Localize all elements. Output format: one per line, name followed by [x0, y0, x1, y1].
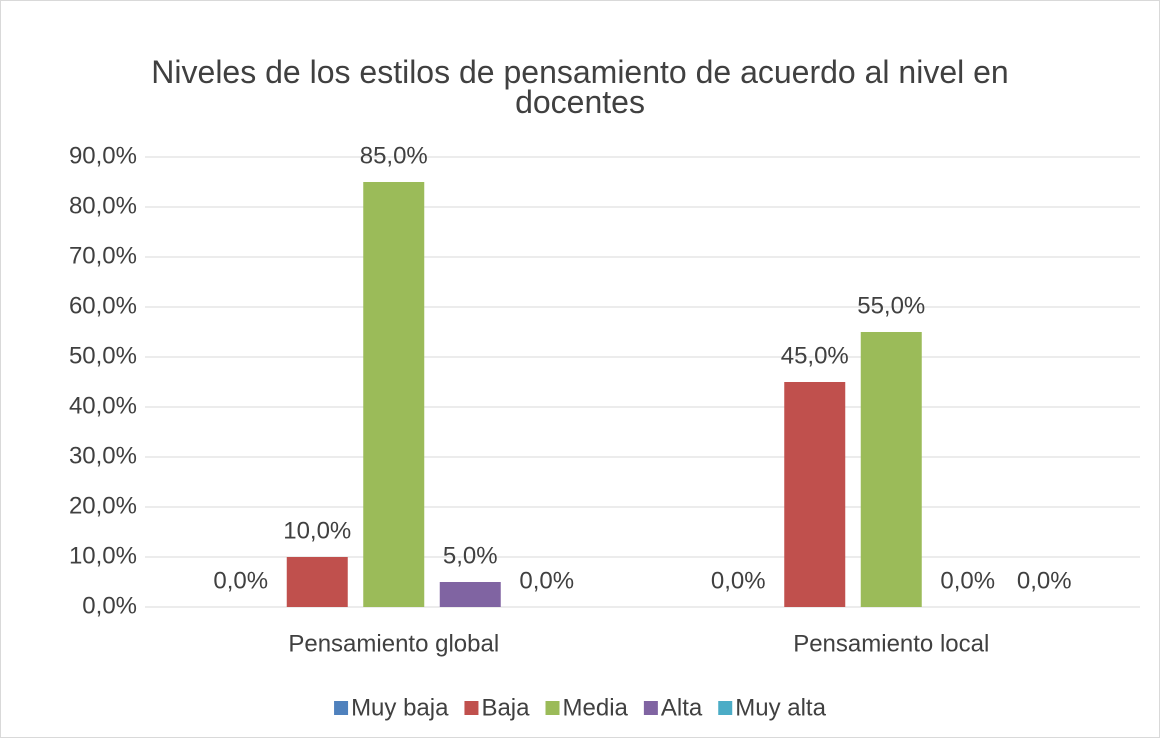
- y-tick-label: 70,0%: [69, 242, 137, 269]
- legend-swatch: [643, 701, 658, 715]
- legend-swatch: [464, 701, 479, 715]
- chart-title: Niveles de los estilos de pensamiento de…: [151, 54, 1008, 120]
- legend-label: Media: [563, 694, 629, 721]
- legend-label: Alta: [661, 694, 703, 721]
- legend-swatch: [545, 701, 560, 715]
- data-label: 85,0%: [360, 142, 428, 169]
- bar: [439, 582, 501, 607]
- y-tick-label: 50,0%: [69, 342, 137, 369]
- legend-swatch: [718, 701, 733, 715]
- bar: [784, 382, 846, 607]
- legend-swatch: [334, 701, 349, 715]
- data-label: 0,0%: [213, 567, 268, 594]
- y-tick-label: 20,0%: [69, 492, 137, 519]
- y-tick-label: 60,0%: [69, 292, 137, 319]
- data-label: 0,0%: [1017, 567, 1072, 594]
- y-tick-label: 30,0%: [69, 442, 137, 469]
- y-tick-label: 40,0%: [69, 392, 137, 419]
- x-tick-label: Pensamiento local: [793, 630, 989, 657]
- bar: [286, 557, 348, 607]
- y-tick-label: 80,0%: [69, 192, 137, 219]
- data-label: 10,0%: [283, 517, 351, 544]
- y-tick-label: 90,0%: [69, 142, 137, 169]
- data-label: 0,0%: [711, 567, 766, 594]
- legend: Muy baja Baja Media Alta Muy alta: [334, 694, 827, 721]
- data-label: 0,0%: [519, 567, 574, 594]
- y-tick-label: 10,0%: [69, 542, 137, 569]
- legend-label: Baja: [481, 694, 530, 721]
- data-label: 0,0%: [940, 567, 995, 594]
- data-label: 5,0%: [443, 542, 498, 569]
- data-label: 55,0%: [857, 292, 925, 319]
- legend-label: Muy baja: [351, 694, 449, 721]
- y-tick-label: 0,0%: [82, 592, 137, 619]
- legend-label: Muy alta: [735, 694, 826, 721]
- data-label: 45,0%: [781, 342, 849, 369]
- x-tick-label: Pensamiento global: [288, 630, 499, 657]
- bar: [363, 182, 425, 607]
- bar: [860, 332, 922, 607]
